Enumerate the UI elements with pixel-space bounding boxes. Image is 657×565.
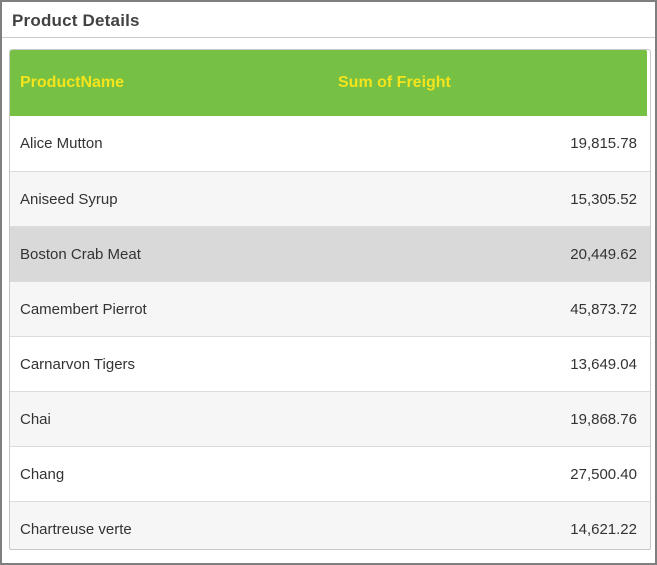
freight-value-cell[interactable]: 13,649.04 <box>570 355 637 373</box>
freight-value-cell[interactable]: 20,449.62 <box>570 245 637 263</box>
freight-value-cell[interactable]: 19,815.78 <box>570 135 637 152</box>
product-name-cell[interactable]: Boston Crab Meat <box>20 245 141 263</box>
product-name-cell[interactable]: Chartreuse verte <box>20 520 132 538</box>
freight-value-cell[interactable]: 45,873.72 <box>570 300 637 318</box>
freight-value-cell[interactable]: 27,500.40 <box>570 465 637 483</box>
product-name-cell[interactable]: Chang <box>20 465 65 483</box>
table-row[interactable]: Carnarvon Tigers 13,649.04 <box>10 336 650 391</box>
table-row[interactable]: Aniseed Syrup 15,305.52 <box>10 171 650 226</box>
table-row[interactable]: Chartreuse verte 14,621.22 <box>10 501 650 549</box>
product-details-grid: ProductName Sum of Freight Alice Mutton 1… <box>9 49 651 550</box>
page-title: Product Details <box>2 2 655 38</box>
table-row[interactable]: Alice Mutton 19,815.78 <box>10 116 650 171</box>
freight-value-cell[interactable]: 19,868.76 <box>570 410 637 428</box>
grid-header-row: ProductName Sum of Freight <box>10 50 647 116</box>
table-row[interactable]: Chang 27,500.40 <box>10 446 650 501</box>
grid-body: Alice Mutton 19,815.78 Aniseed Syrup 15,305… <box>10 116 650 549</box>
column-header-productname[interactable]: ProductName <box>20 74 125 91</box>
product-name-cell[interactable]: Alice Mutton <box>20 135 103 152</box>
table-row[interactable]: Boston Crab Meat 20,449.62 <box>10 226 650 281</box>
column-header-sum-of-freight[interactable]: Sum of Freight <box>338 74 451 91</box>
product-name-cell[interactable]: Camembert Pierrot <box>20 300 147 318</box>
product-name-cell[interactable]: Aniseed Syrup <box>20 190 118 208</box>
table-row[interactable]: Camembert Pierrot 45,873.72 <box>10 281 650 336</box>
table-row[interactable]: Chai 19,868.76 <box>10 391 650 446</box>
freight-value-cell[interactable]: 14,621.22 <box>570 520 637 538</box>
product-name-cell[interactable]: Chai <box>20 410 51 428</box>
freight-value-cell[interactable]: 15,305.52 <box>570 190 637 208</box>
product-name-cell[interactable]: Carnarvon Tigers <box>20 355 136 373</box>
